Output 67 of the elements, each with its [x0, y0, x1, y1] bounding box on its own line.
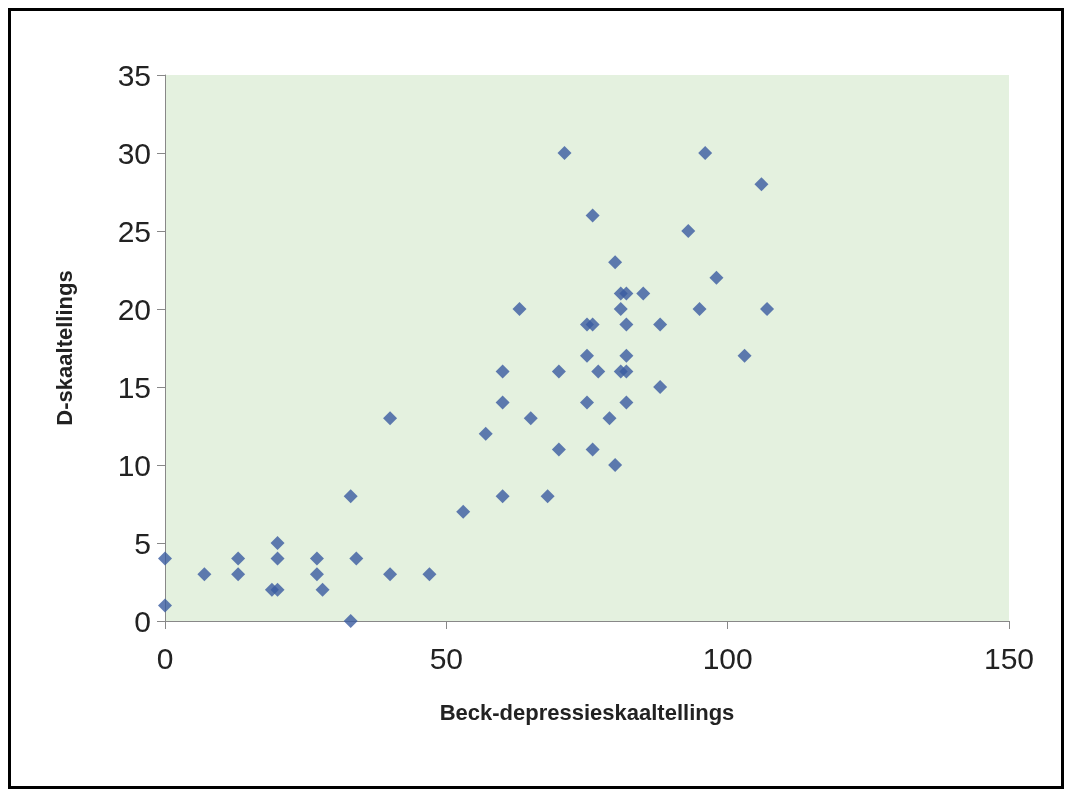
y-tick-label: 15 — [117, 370, 151, 404]
point — [495, 489, 510, 504]
point — [551, 442, 566, 457]
point — [270, 536, 285, 550]
point — [349, 551, 364, 566]
y-tick-label: 35 — [117, 58, 151, 92]
point — [551, 364, 566, 379]
y-tick-label: 0 — [134, 604, 151, 638]
x-tick-label: 0 — [156, 641, 174, 675]
point — [343, 489, 358, 504]
point — [231, 551, 246, 566]
point — [619, 364, 634, 379]
point — [158, 598, 172, 613]
point — [270, 582, 285, 597]
x-tick-label: 150 — [983, 641, 1035, 675]
point — [619, 317, 634, 332]
x-axis-title: Beck-depressieskaaltellings — [439, 699, 735, 725]
point — [309, 551, 324, 566]
point — [270, 551, 285, 566]
point — [737, 348, 752, 363]
point — [540, 489, 555, 504]
x-tick-label: 100 — [702, 641, 753, 675]
point — [422, 567, 437, 582]
point — [557, 146, 572, 160]
point — [478, 426, 493, 441]
point — [495, 364, 510, 379]
point — [343, 614, 358, 628]
y-tick-label: 30 — [117, 136, 151, 170]
point — [619, 348, 634, 363]
point — [383, 567, 398, 582]
point — [585, 442, 600, 457]
point — [608, 255, 623, 270]
y-tick-label: 20 — [117, 292, 151, 326]
point — [585, 208, 600, 223]
y-tick-label: 25 — [117, 214, 151, 248]
point — [608, 458, 623, 472]
y-tick-label: 5 — [134, 526, 151, 560]
point — [315, 582, 330, 597]
point — [585, 317, 600, 332]
point — [591, 364, 606, 379]
point — [619, 395, 634, 410]
point — [309, 567, 324, 582]
point — [709, 270, 724, 285]
y-axis-title: D-skaaltellings — [51, 270, 77, 426]
point — [197, 567, 212, 582]
point — [456, 504, 471, 519]
point — [602, 411, 617, 426]
point — [613, 302, 628, 316]
point — [383, 411, 398, 426]
point — [231, 567, 246, 582]
y-tick-label: 10 — [117, 448, 151, 482]
point — [754, 177, 769, 192]
point — [619, 286, 634, 301]
point — [158, 551, 172, 566]
point — [760, 302, 775, 316]
point — [495, 395, 510, 410]
point — [580, 395, 594, 410]
point — [580, 348, 594, 363]
point — [523, 411, 538, 426]
point — [512, 302, 527, 316]
point — [698, 146, 713, 160]
point — [653, 317, 668, 332]
point — [636, 286, 651, 301]
x-tick-label: 50 — [429, 641, 464, 675]
point — [681, 224, 696, 238]
point — [692, 302, 707, 316]
point — [653, 380, 668, 394]
